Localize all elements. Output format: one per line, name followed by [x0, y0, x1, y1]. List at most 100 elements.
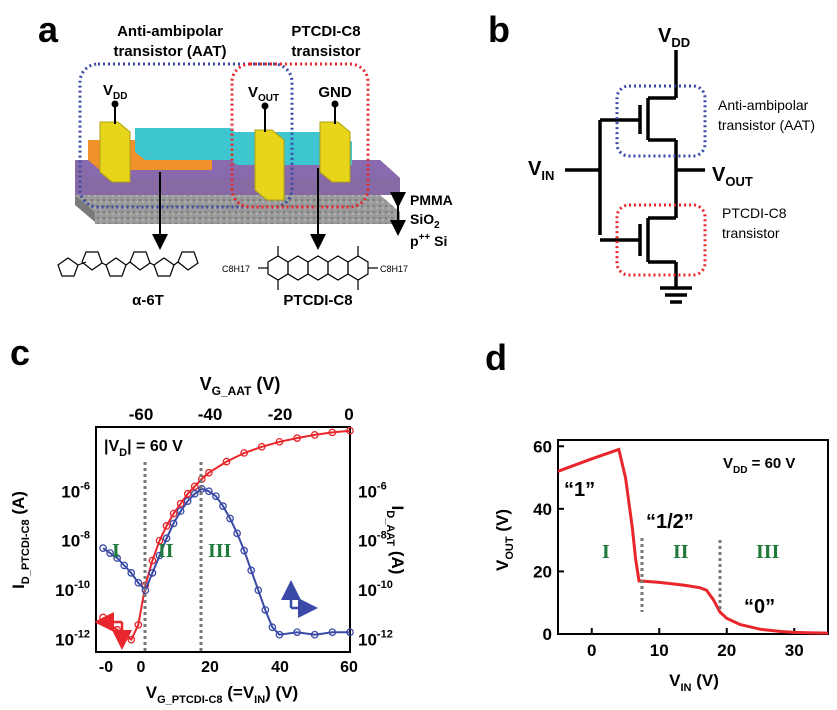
- d-plot-frame: [557, 439, 829, 635]
- vdd-electrode: [99, 100, 131, 183]
- c-series-1-point: [134, 578, 143, 587]
- c-series-0-point: [99, 613, 107, 622]
- panel-b: b VDD VIN VOUT Anti-ambipolar: [488, 9, 815, 304]
- c-vd-note: |VD| = 60 V: [104, 438, 183, 459]
- c-series-1-point: [310, 630, 319, 639]
- c-series-0-point: [134, 620, 143, 629]
- d-state-half: “1/2”: [646, 511, 694, 533]
- c-series-1-point: [275, 630, 284, 639]
- c-series-0-point: [275, 437, 284, 446]
- c-top-axis-title: VG_AAT (V): [200, 374, 281, 398]
- c-series-1-point: [141, 586, 150, 595]
- aat-box: [78, 62, 294, 209]
- c-left-tick-1: 10-10: [55, 579, 90, 600]
- c-bottom-tick-1: 0: [137, 659, 146, 676]
- c-series-1-point: [205, 487, 213, 496]
- c-right-tick-3: 10-6: [358, 480, 387, 501]
- aat-label-line2: transistor (AAT): [113, 43, 226, 60]
- c-series-1-point: [162, 534, 171, 543]
- c-right-tick-labels: 10-12 10-10 10-8 10-6: [358, 480, 393, 649]
- c-top-tick-3: 0: [344, 405, 353, 424]
- panel-d-label: d: [485, 337, 507, 378]
- c-series-1-point: [155, 551, 164, 560]
- c-series-0-point: [148, 556, 157, 565]
- c-bottom-tick-4: 60: [340, 659, 358, 676]
- d-y-tick-1: 20: [533, 562, 552, 581]
- ptcdi-molecule: [258, 246, 378, 290]
- d-x-tick-2: 20: [717, 641, 736, 660]
- c-bottom-axis-title: VG_PTCDI-C8 (=VIN) (V): [146, 683, 298, 706]
- c-series: [99, 426, 354, 644]
- c-series-1-point: [106, 549, 114, 557]
- c-right-axis-title: ID_AAT (A): [384, 506, 407, 575]
- c-series-0-point: [155, 536, 164, 545]
- c-series-0-point: [293, 434, 301, 442]
- c-series-1-point: [226, 514, 234, 523]
- panel-b-label: b: [488, 9, 510, 50]
- d-region-2: II: [673, 541, 689, 563]
- alpha6t-name: α-6T: [132, 292, 164, 309]
- c-right-tick-2: 10-8: [358, 530, 387, 551]
- gnd-electrode: [319, 100, 351, 183]
- c-region-2: II: [158, 540, 174, 562]
- d-region-3: III: [756, 541, 780, 563]
- c-region-1: I: [112, 540, 120, 562]
- vout-electrode: [254, 102, 285, 201]
- c-series-0-point: [169, 509, 178, 518]
- circuit: [565, 50, 705, 304]
- c-right-tick-0: 10-12: [358, 629, 393, 650]
- c-series-0-point: [346, 426, 354, 435]
- d-vdd-note: VDD = 60 V: [723, 455, 795, 476]
- c-series-0-point: [205, 468, 213, 477]
- si-label: p++ Si: [410, 232, 447, 249]
- c-series-1-point: [148, 569, 157, 577]
- d-x-tick-3: 30: [785, 641, 804, 660]
- c-red-axis-arrow: [94, 612, 132, 650]
- c-series-1-point: [328, 628, 337, 637]
- c-series-1-point: [219, 502, 227, 510]
- ptcdi-c8h17-right: C8H17: [380, 264, 408, 274]
- c-series-1-point: [190, 489, 199, 498]
- b-vin: VIN: [528, 158, 554, 183]
- c-series-0-point: [328, 428, 337, 437]
- c-series-1-point: [176, 507, 185, 515]
- ptcdi-box: [230, 62, 370, 209]
- d-y-axis-title: VOUT (V): [493, 509, 516, 571]
- b-vdd: VDD: [658, 25, 690, 50]
- ptcdi-label-line2: transistor: [291, 43, 360, 60]
- c-series-1-point: [268, 623, 277, 632]
- c-top-tick-0: -60: [129, 405, 154, 424]
- c-series-1-point: [261, 606, 270, 614]
- aat-label-line1: Anti-ambipolar: [117, 23, 223, 40]
- d-x-tick-labels: 0 10 20 30: [587, 628, 804, 660]
- c-blue-axis-arrow: [281, 580, 318, 618]
- c-left-axis-title: ID_PTCDI-C8 (A): [9, 491, 32, 589]
- c-series-1-point: [247, 566, 256, 575]
- c-plot-frame: [95, 426, 351, 653]
- panel-a: a Anti-ambipolar transistor (AAT) PTCDI-…: [38, 9, 453, 309]
- c-series-1-point: [113, 554, 122, 562]
- d-vtc-line: [557, 447, 829, 635]
- c-series-1-point: [212, 492, 220, 501]
- c-series-1-point: [240, 546, 249, 555]
- b-vout: VOUT: [712, 164, 753, 189]
- c-top-tick-2: -20: [268, 405, 293, 424]
- ptcdi-label-line1: PTCDI-C8: [291, 23, 360, 40]
- sio2-label: SiO2: [410, 211, 440, 231]
- c-region-3: III: [208, 540, 232, 562]
- c-series-1-point: [233, 529, 241, 538]
- si-substrate-front: [75, 195, 95, 222]
- b-aat-label-1: Anti-ambipolar: [718, 97, 809, 113]
- ptcdi-film-left: [135, 128, 240, 160]
- panel-c: c VG_AAT (V) -60 -40 -20 0 -0 0 20 40 60…: [9, 332, 407, 706]
- c-left-tick-labels: 10-12 10-10 10-8 10-6: [55, 480, 90, 649]
- c-series-1-point: [99, 544, 107, 553]
- vout-label: VOUT: [248, 84, 279, 104]
- d-x-axis-title: VIN (V): [669, 671, 719, 694]
- d-state-1: “1”: [564, 479, 595, 501]
- c-bottom-tick-3: 40: [271, 659, 289, 676]
- c-left-tick-0: 10-12: [55, 629, 90, 650]
- c-series-0-point: [257, 442, 266, 451]
- gnd-label: GND: [318, 84, 352, 101]
